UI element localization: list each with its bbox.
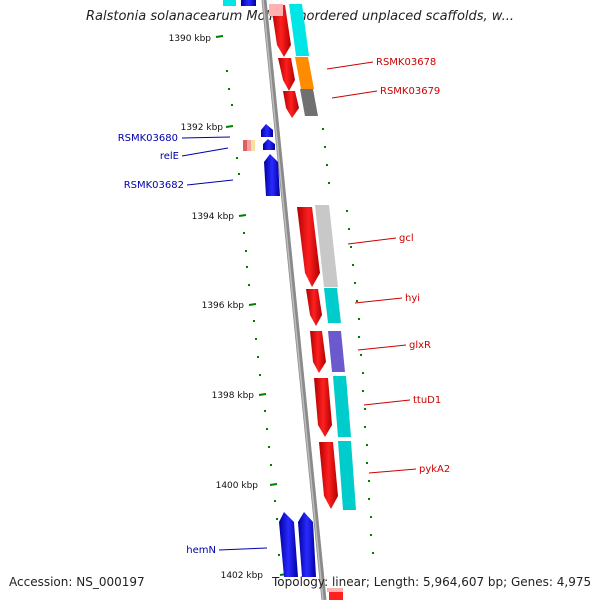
- gene-top-partial-left[interactable]: [223, 0, 256, 6]
- kbp-label-1392: 1392 kbp: [181, 123, 224, 133]
- gene-glxR[interactable]: [310, 331, 345, 373]
- kbp-label-1400: 1400 kbp: [216, 481, 259, 491]
- backbone: [261, 0, 327, 600]
- gene-label-RSMK03679[interactable]: RSMK03679: [380, 86, 440, 97]
- gene-hemN[interactable]: [279, 512, 316, 577]
- gene-RSMK03682[interactable]: [264, 154, 280, 196]
- kbp-label-1402: 1402 kbp: [221, 571, 264, 581]
- gene-labels-right: RSMK03678 RSMK03679 gcl hyi glxR ttuD1 p…: [376, 57, 450, 475]
- gene-relE[interactable]: [263, 139, 275, 150]
- gene-label-RSMK03678[interactable]: RSMK03678: [376, 57, 436, 68]
- kbp-ticks: [215, 35, 288, 576]
- kbp-label-1398: 1398 kbp: [212, 391, 255, 401]
- gene-label-hemN[interactable]: hemN: [186, 545, 216, 556]
- gene-hyi[interactable]: [306, 288, 341, 326]
- gene-bottom-partial-right[interactable]: [327, 588, 343, 600]
- gene-label-ttuD1[interactable]: ttuD1: [413, 395, 441, 406]
- gene-label-RSMK03680[interactable]: RSMK03680: [118, 133, 178, 144]
- gene-gcl[interactable]: [297, 205, 338, 287]
- gene-label-pykA2[interactable]: pykA2: [419, 464, 450, 475]
- accession-text: Accession: NS_000197: [9, 575, 145, 589]
- gene-pykA2[interactable]: [319, 441, 356, 510]
- leader-lines: [181, 61, 417, 551]
- gene-top-1[interactable]: [269, 4, 309, 57]
- gene-label-gcl[interactable]: gcl: [399, 233, 414, 244]
- scale-dots: [226, 70, 374, 556]
- gene-RSMK03678[interactable]: [278, 57, 314, 91]
- genome-summary-text: Topology: linear; Length: 5,964,607 bp; …: [272, 575, 592, 589]
- kbp-label-1394: 1394 kbp: [192, 212, 235, 222]
- kbp-labels: 1390 kbp 1392 kbp 1394 kbp 1396 kbp 1398…: [169, 34, 264, 581]
- gene-label-hyi[interactable]: hyi: [405, 293, 420, 304]
- kbp-label-1396: 1396 kbp: [202, 301, 245, 311]
- gene-label-RSMK03682[interactable]: RSMK03682: [124, 180, 184, 191]
- gene-label-relE[interactable]: relE: [160, 151, 179, 162]
- kbp-label-1390: 1390 kbp: [169, 34, 212, 44]
- gene-label-glxR[interactable]: glxR: [409, 340, 431, 351]
- gene-RSMK03680[interactable]: [243, 124, 273, 151]
- gene-RSMK03679[interactable]: [283, 89, 318, 118]
- gene-labels-left: RSMK03680 relE RSMK03682 hemN: [118, 133, 216, 556]
- gene-ttuD1[interactable]: [314, 376, 351, 437]
